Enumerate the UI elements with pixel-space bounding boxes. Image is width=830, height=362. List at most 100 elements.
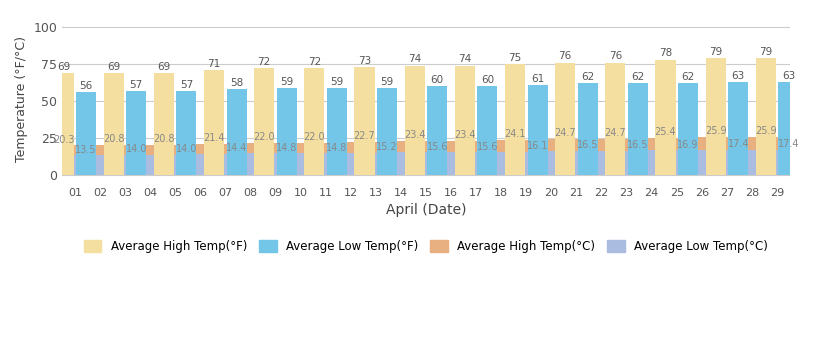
Text: 69: 69 <box>107 62 120 72</box>
Bar <box>678 83 698 176</box>
Bar <box>263 153 288 176</box>
Bar <box>364 142 388 176</box>
Text: 14.0: 14.0 <box>176 144 198 154</box>
Bar <box>539 151 564 176</box>
Bar <box>154 73 174 176</box>
Text: 25.9: 25.9 <box>755 126 777 136</box>
Bar <box>364 153 388 176</box>
Text: 24.7: 24.7 <box>604 128 626 138</box>
Bar <box>338 153 364 176</box>
Bar <box>464 141 489 176</box>
Text: 62: 62 <box>632 72 645 82</box>
Text: 79: 79 <box>759 47 773 57</box>
Text: 60: 60 <box>481 75 494 85</box>
Legend: Average High Temp(°F), Average Low Temp(°F), Average High Temp(°C), Average Low : Average High Temp(°F), Average Low Temp(… <box>79 235 773 258</box>
Bar <box>413 152 438 176</box>
Text: 17.4: 17.4 <box>727 139 749 149</box>
Bar <box>664 138 690 176</box>
Bar <box>664 150 690 176</box>
Bar <box>756 58 776 176</box>
Bar <box>514 140 539 176</box>
Bar <box>690 150 715 176</box>
Bar <box>740 137 764 176</box>
Bar <box>656 60 676 176</box>
Text: 58: 58 <box>230 78 243 88</box>
Bar <box>438 152 464 176</box>
Bar <box>163 144 188 176</box>
Bar <box>605 63 625 176</box>
Bar <box>354 67 374 176</box>
Bar <box>589 139 614 176</box>
Bar <box>188 154 212 176</box>
Bar <box>764 150 789 176</box>
Bar <box>715 150 740 176</box>
Bar <box>690 137 715 176</box>
Bar <box>405 66 425 176</box>
Text: 75: 75 <box>509 53 521 63</box>
Text: 63: 63 <box>731 71 745 81</box>
Bar <box>464 152 489 176</box>
Bar <box>614 151 639 176</box>
Bar <box>338 142 364 176</box>
Text: 76: 76 <box>608 51 622 62</box>
Bar <box>740 150 764 176</box>
Bar <box>104 73 124 176</box>
Bar <box>779 82 798 176</box>
Bar <box>212 144 238 176</box>
X-axis label: April (Date): April (Date) <box>386 203 466 217</box>
Text: 25.4: 25.4 <box>655 127 676 137</box>
Bar <box>87 155 112 176</box>
Text: 22.0: 22.0 <box>253 132 275 142</box>
Bar <box>639 138 664 176</box>
Text: 59: 59 <box>380 77 393 87</box>
Text: 20.3: 20.3 <box>53 135 75 144</box>
Text: 62: 62 <box>581 72 594 82</box>
Bar <box>505 64 525 176</box>
Text: 17.4: 17.4 <box>778 139 799 149</box>
Text: 22.0: 22.0 <box>304 132 325 142</box>
Text: 22.7: 22.7 <box>354 131 375 141</box>
Bar <box>477 86 497 176</box>
Bar <box>589 151 614 176</box>
Text: 21.4: 21.4 <box>203 133 225 143</box>
Text: 57: 57 <box>180 80 193 89</box>
Text: 69: 69 <box>157 62 170 72</box>
Bar <box>238 153 263 176</box>
Bar <box>188 144 212 176</box>
Bar <box>288 143 313 176</box>
Bar <box>112 144 138 176</box>
Bar <box>305 68 325 176</box>
Y-axis label: Temperature (°F/°C): Temperature (°F/°C) <box>15 36 28 162</box>
Text: 76: 76 <box>559 51 572 62</box>
Text: 79: 79 <box>709 47 722 57</box>
Text: 78: 78 <box>659 49 672 58</box>
Bar <box>112 155 138 176</box>
Text: 14.8: 14.8 <box>276 143 297 153</box>
Bar <box>388 152 413 176</box>
Bar <box>138 144 163 176</box>
Text: 24.7: 24.7 <box>554 128 576 138</box>
Text: 74: 74 <box>408 54 422 64</box>
Bar <box>614 139 639 176</box>
Bar <box>564 151 589 176</box>
Text: 71: 71 <box>208 59 221 69</box>
Text: 23.4: 23.4 <box>454 130 476 140</box>
Text: 14.0: 14.0 <box>125 144 147 154</box>
Bar <box>427 86 447 176</box>
Text: 16.5: 16.5 <box>627 140 649 150</box>
Text: 59: 59 <box>281 77 293 87</box>
Text: 15.6: 15.6 <box>476 142 498 152</box>
Bar <box>728 82 749 176</box>
Bar <box>62 155 87 176</box>
Bar <box>489 140 514 176</box>
Bar <box>288 153 313 176</box>
Bar <box>413 141 438 176</box>
Bar <box>212 154 238 176</box>
Bar <box>715 137 740 176</box>
Text: 72: 72 <box>308 57 321 67</box>
Text: 59: 59 <box>330 77 344 87</box>
Text: 73: 73 <box>358 56 371 66</box>
Text: 72: 72 <box>257 57 271 67</box>
Text: 56: 56 <box>80 81 93 91</box>
Text: 13.5: 13.5 <box>76 145 97 155</box>
